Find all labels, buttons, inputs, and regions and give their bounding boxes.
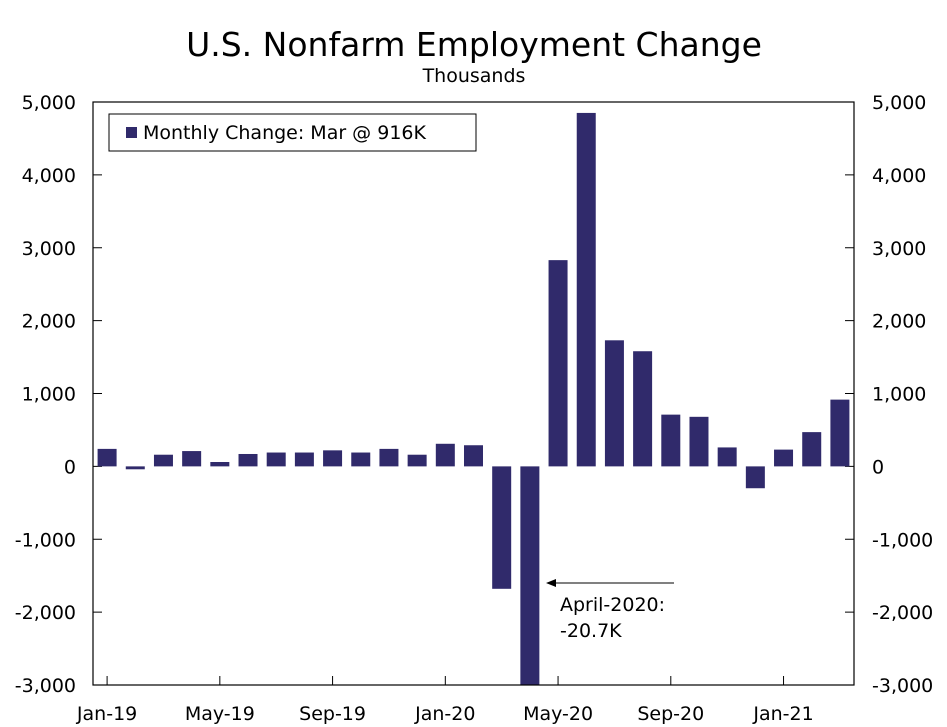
bar: [182, 451, 202, 467]
tick-labels: -3,000 -3,000 -2,000 -2,000 -1,000 -1,000 0 0 1,…: [15, 92, 934, 725]
bar: [238, 453, 258, 467]
y-tick-label-right: 4,000: [872, 165, 926, 187]
bar: [802, 432, 822, 467]
annotation: April-2020: -20.7K: [546, 579, 674, 642]
bar: [125, 466, 145, 470]
bar: [97, 448, 117, 467]
bar: [774, 449, 794, 467]
y-tick-label-right: 0: [872, 456, 884, 478]
x-tick-label: Jan-20: [414, 703, 475, 725]
bar: [379, 448, 399, 467]
y-tick-label-left: -1,000: [15, 529, 76, 551]
annotation-line-1: April-2020:: [560, 594, 665, 616]
y-tick-label-left: 4,000: [22, 165, 76, 187]
y-tick-label-right: 3,000: [872, 238, 926, 260]
bar: [520, 466, 540, 685]
y-tick-label-left: 0: [64, 456, 76, 478]
bar: [210, 462, 230, 467]
bar: [407, 454, 427, 467]
bar: [492, 466, 512, 589]
bar: [830, 399, 850, 467]
y-tick-label-left: 3,000: [22, 238, 76, 260]
bar: [604, 340, 624, 467]
bar: [153, 454, 173, 467]
plot-frame: [92, 101, 855, 686]
bar: [266, 452, 286, 467]
legend: Monthly Change: Mar @ 916K: [108, 113, 477, 152]
y-tick-label-right: 5,000: [872, 92, 926, 114]
annotation-line-2: -20.7K: [560, 620, 622, 642]
y-tick-label-right: 1,000: [872, 384, 926, 406]
y-tick-label-left: -3,000: [15, 675, 76, 697]
bar: [689, 416, 709, 467]
y-tick-label-right: 2,000: [872, 311, 926, 333]
chart-subtitle: Thousands: [422, 65, 526, 87]
bar: [464, 445, 483, 467]
x-tick-label: Sep-19: [299, 703, 366, 725]
bars: [97, 112, 850, 685]
bar: [435, 443, 455, 467]
legend-swatch: [126, 127, 137, 138]
annotation-arrow-head: [546, 579, 556, 587]
bar: [661, 414, 681, 467]
y-tick-label-left: 2,000: [22, 311, 76, 333]
y-tick-label-left: 1,000: [22, 384, 76, 406]
axis-ticks: [93, 101, 854, 686]
x-tick-label: Jan-19: [76, 703, 137, 725]
y-tick-label-right: -3,000: [872, 675, 933, 697]
bar: [351, 452, 371, 467]
chart-title: U.S. Nonfarm Employment Change: [186, 25, 762, 64]
x-tick-label: Sep-20: [637, 703, 704, 725]
bar: [633, 351, 653, 467]
y-tick-label-left: 5,000: [22, 92, 76, 114]
y-tick-label-right: -2,000: [872, 602, 933, 624]
bar: [323, 450, 343, 467]
x-tick-label: Jan-21: [752, 703, 813, 725]
x-tick-label: May-20: [523, 703, 593, 725]
bar: [548, 260, 568, 467]
bar: [294, 452, 314, 467]
legend-label: Monthly Change: Mar @ 916K: [143, 122, 426, 144]
y-tick-label-right: -1,000: [872, 529, 933, 551]
bar: [717, 447, 737, 467]
legend-box: [108, 113, 477, 152]
bar: [576, 112, 596, 467]
x-tick-label: May-19: [185, 703, 255, 725]
y-tick-label-left: -2,000: [15, 602, 76, 624]
bar: [745, 466, 765, 489]
